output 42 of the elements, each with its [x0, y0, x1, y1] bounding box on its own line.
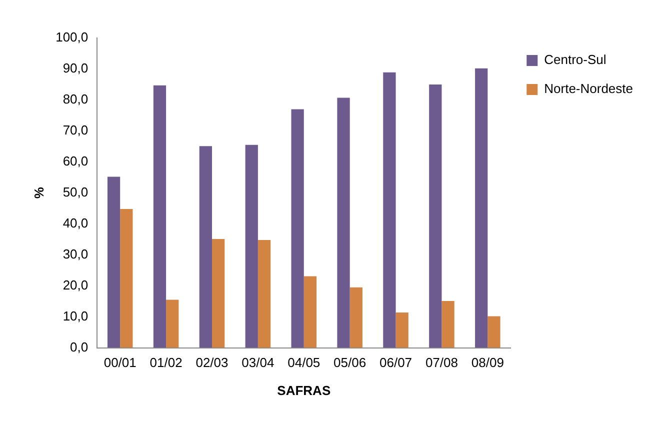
- x-tick-label: 05/06: [334, 355, 366, 370]
- bar: [153, 85, 166, 348]
- x-tick-label: 02/03: [196, 355, 228, 370]
- y-tick-label: 20,0: [62, 277, 88, 292]
- y-tick-label: 80,0: [62, 92, 88, 107]
- y-tick-label: 40,0: [62, 215, 88, 230]
- bar: [429, 84, 442, 348]
- bar: [199, 146, 212, 348]
- y-tick-label: 30,0: [62, 246, 88, 262]
- bar: [304, 276, 317, 348]
- bar: [337, 98, 350, 348]
- legend-label: Norte-Nordeste: [544, 81, 634, 96]
- bar: [107, 176, 120, 348]
- x-tick-label: 01/02: [150, 355, 182, 370]
- x-axis-title: SAFRAS: [277, 382, 331, 398]
- bar: [258, 240, 271, 348]
- y-tick-label: 0,0: [70, 339, 88, 354]
- x-tick-label: 00/01: [104, 355, 136, 370]
- bar: [396, 312, 408, 348]
- x-tick-label: 03/04: [242, 355, 274, 370]
- bar: [383, 72, 396, 348]
- x-tick-label: 08/09: [471, 355, 504, 370]
- bar: [166, 300, 179, 348]
- y-tick-label: 90,0: [62, 60, 88, 76]
- bar: [291, 109, 304, 348]
- bar: [488, 316, 500, 348]
- bar: [245, 144, 258, 348]
- y-tick-label: 10,0: [62, 308, 88, 324]
- y-tick-label: 70,0: [62, 122, 88, 138]
- bar: [442, 301, 454, 348]
- bar: [120, 209, 133, 348]
- x-tick-label: 07/08: [425, 355, 458, 370]
- bar: [350, 287, 362, 348]
- x-tick-label: 04/05: [288, 355, 320, 370]
- bar: [212, 239, 225, 348]
- y-tick-label: 50,0: [62, 184, 88, 200]
- y-tick-label: 60,0: [62, 154, 88, 168]
- y-tick-label: 100,0: [56, 30, 88, 45]
- x-tick-label: 06/07: [380, 355, 412, 370]
- y-axis-title: %: [31, 186, 46, 199]
- bar: [475, 68, 488, 348]
- legend-label: Centro-Sul: [544, 52, 606, 68]
